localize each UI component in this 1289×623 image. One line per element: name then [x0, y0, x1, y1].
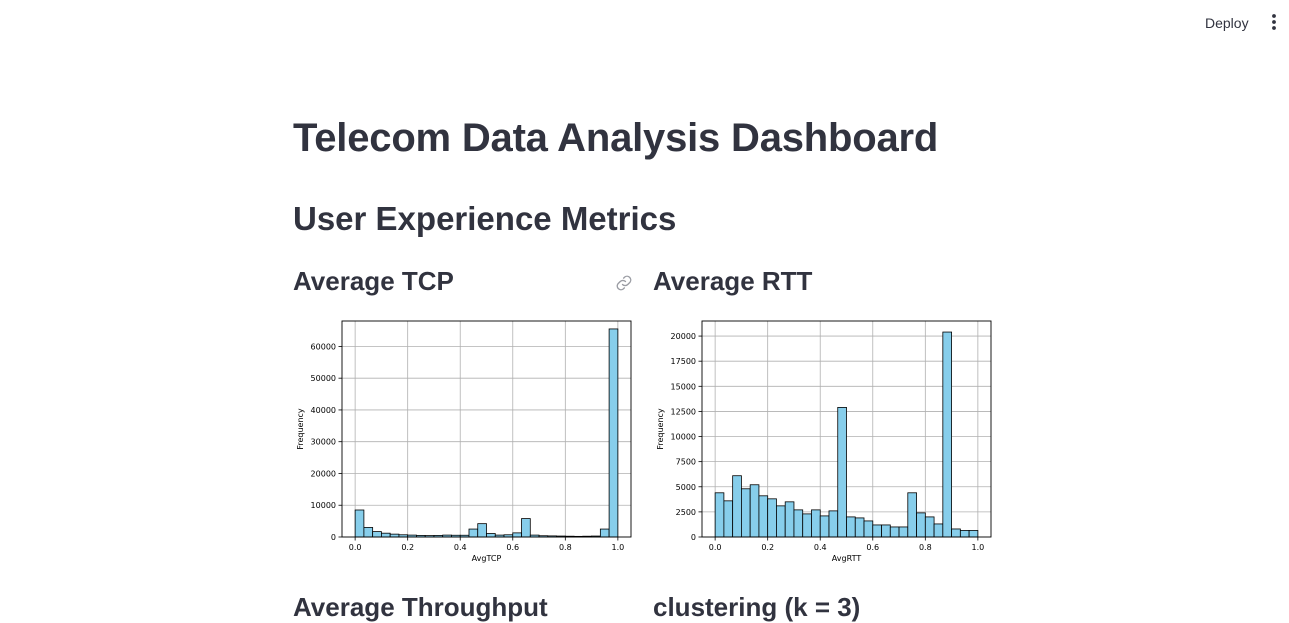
- x-tick-label: 0.6: [866, 543, 879, 552]
- throughput-heading: Average Throughput: [293, 592, 548, 622]
- y-tick-label: 0: [331, 533, 336, 542]
- y-tick-label: 2500: [676, 508, 696, 517]
- histogram-bar: [477, 523, 487, 538]
- histogram-bar: [354, 509, 365, 538]
- histogram-bar: [889, 526, 900, 538]
- histogram-bar: [828, 510, 839, 538]
- y-tick-label: 50000: [311, 374, 336, 383]
- y-tick-label: 17500: [671, 357, 696, 366]
- histogram-bar: [968, 530, 979, 538]
- x-tick-label: 0.4: [814, 543, 827, 552]
- histogram-bar: [898, 526, 909, 538]
- clustering-heading: clustering (k = 3): [653, 592, 861, 622]
- y-tick-label: 15000: [671, 382, 696, 391]
- vertical-ellipsis-icon[interactable]: [1264, 12, 1284, 32]
- y-axis-label: Frequency: [296, 408, 305, 450]
- x-axis-label: AvgTCP: [472, 554, 502, 563]
- histogram-bar: [486, 533, 496, 538]
- histogram-bar: [599, 528, 610, 538]
- y-tick-label: 40000: [311, 406, 336, 415]
- histogram-bar: [959, 530, 970, 538]
- plot-frame: [341, 320, 632, 538]
- histogram-bar: [521, 518, 531, 538]
- histogram-bar: [372, 531, 382, 538]
- x-tick-label: 0.6: [506, 543, 519, 552]
- x-tick-label: 0.0: [709, 543, 722, 552]
- histogram-bar: [907, 492, 917, 538]
- histogram-bar: [846, 516, 856, 538]
- x-tick-label: 1.0: [611, 543, 624, 552]
- histogram-bar: [924, 516, 935, 538]
- histogram-bar: [854, 517, 865, 538]
- histogram-bar: [881, 524, 891, 538]
- histogram-bar: [776, 505, 786, 538]
- histogram-bar: [732, 475, 742, 538]
- histogram-bar: [951, 528, 961, 538]
- x-axis-label: AvgRTT: [832, 554, 862, 563]
- histogram-bar: [916, 512, 926, 538]
- y-tick-label: 10000: [671, 433, 696, 442]
- plot-frame: [701, 320, 992, 538]
- x-tick-label: 0.4: [454, 543, 467, 552]
- histogram-bar: [512, 532, 522, 538]
- x-tick-label: 0.0: [349, 543, 362, 552]
- x-tick-label: 0.8: [919, 543, 932, 552]
- histogram-bar: [872, 524, 882, 538]
- page-title: Telecom Data Analysis Dashboard: [293, 116, 939, 160]
- y-axis-label: Frequency: [656, 408, 665, 450]
- app-toolbar: Deploy: [0, 0, 1289, 44]
- histogram-bar: [758, 495, 769, 538]
- y-tick-label: 7500: [676, 458, 696, 467]
- y-tick-label: 20000: [311, 469, 336, 478]
- x-tick-label: 0.8: [559, 543, 572, 552]
- tcp-heading: Average TCP: [293, 266, 454, 296]
- gridlines: [342, 321, 631, 538]
- histogram-bar: [468, 528, 479, 538]
- rtt-heading: Average RTT: [653, 266, 813, 296]
- deploy-button[interactable]: Deploy: [1205, 15, 1249, 31]
- x-tick-label: 0.2: [761, 543, 774, 552]
- y-tick-label: 30000: [311, 438, 336, 447]
- histogram-bar: [381, 532, 391, 538]
- histogram-bar: [837, 407, 847, 538]
- histogram-bar: [933, 523, 944, 538]
- y-tick-label: 60000: [311, 342, 336, 351]
- bars: [354, 328, 619, 538]
- histogram-bar: [363, 527, 374, 538]
- y-tick-label: 12500: [671, 407, 696, 416]
- histogram-bar: [863, 520, 874, 538]
- histogram-bar: [942, 331, 952, 538]
- histogram-bar: [714, 492, 725, 538]
- section-heading: User Experience Metrics: [293, 200, 677, 237]
- histogram-bar: [819, 515, 830, 538]
- y-tick-label: 0: [691, 533, 696, 542]
- x-tick-label: 1.0: [971, 543, 984, 552]
- histogram-bar: [741, 488, 751, 538]
- x-tick-label: 0.2: [401, 543, 414, 552]
- histogram-bar: [784, 501, 795, 538]
- bars: [714, 331, 979, 538]
- histogram-bar: [723, 500, 734, 538]
- y-tick-label: 20000: [671, 332, 696, 341]
- rtt-histogram: 0.0 0.2 0.4 0.6 0.8 1.0 0 2500 5000 7500 10000 1250…: [656, 320, 992, 563]
- histogram-bar: [608, 328, 619, 538]
- tcp-histogram: 0.0 0.2 0.4 0.6 0.8 1.0 0 10000 20000 30000 40000 5…: [296, 320, 632, 563]
- histogram-bar: [767, 498, 777, 538]
- link-icon[interactable]: [615, 274, 633, 292]
- histogram-bar: [811, 509, 821, 538]
- histogram-bar: [793, 509, 804, 538]
- histogram-bar: [749, 484, 760, 538]
- y-tick-label: 5000: [676, 483, 696, 492]
- y-tick-label: 10000: [311, 501, 336, 510]
- histogram-bar: [802, 513, 812, 538]
